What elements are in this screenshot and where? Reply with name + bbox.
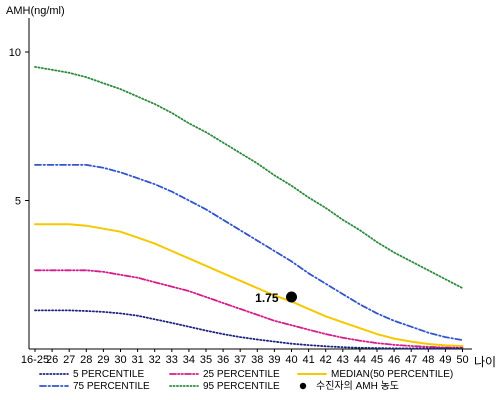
x-tick-label: 43 [337, 354, 349, 366]
y-ticks: 5 10 [9, 47, 29, 208]
x-tick-label: 44 [354, 354, 366, 366]
x-tick-label: 47 [405, 354, 417, 366]
x-tick-label: 48 [422, 354, 434, 366]
x-tick-label: 38 [251, 354, 263, 366]
patient-amh-point [286, 291, 297, 303]
legend-swatch-patient-dot [299, 382, 307, 390]
legend-label: 75 PERCENTILE [73, 381, 150, 392]
series-line-75-percentile [34, 163, 464, 342]
marker-group: 1.75 [255, 291, 297, 305]
x-tick-label: 42 [320, 354, 332, 366]
x-tick-label: 26 [46, 354, 58, 366]
x-tick-label: 46 [388, 354, 400, 366]
x-tick-label: 39 [268, 354, 280, 366]
x-tick-label: 35 [200, 354, 212, 366]
legend-label: 95 PERCENTILE [203, 381, 280, 392]
series-lines [34, 66, 464, 350]
x-tick-label: 28 [80, 354, 92, 366]
x-tick-label: 45 [371, 354, 383, 366]
x-tick-label: 40 [285, 354, 297, 366]
x-tick-label: 16-25 [21, 354, 49, 366]
x-tick-label: 36 [217, 354, 229, 366]
x-tick-label: 41 [302, 354, 314, 366]
x-tick-label: 29 [97, 354, 109, 366]
x-tick-label: 30 [114, 354, 126, 366]
legend-label: 25 PERCENTILE [203, 369, 280, 380]
series-line-95-percentile [34, 66, 464, 290]
patient-amh-value-label: 1.75 [255, 291, 279, 305]
legend-label: MEDIAN(50 PERCENTILE) [331, 369, 453, 380]
x-axis-label: 나이 [474, 355, 496, 369]
x-tick-label: 50 [456, 354, 468, 366]
series-line-5-percentile [34, 309, 464, 350]
x-tick-label: 31 [131, 354, 143, 366]
x-tick-label: 33 [166, 354, 178, 366]
legend-label: 5 PERCENTILE [73, 369, 144, 380]
y-tick-label: 10 [9, 47, 21, 59]
legend: 5 PERCENTILE 25 PERCENTILE MEDIAN(50 PERCE… [39, 369, 453, 392]
x-tick-label: 37 [234, 354, 246, 366]
series-line-median-50-percentile [34, 223, 464, 347]
x-tick-label: 32 [149, 354, 161, 366]
x-tick-label: 49 [439, 354, 451, 366]
legend-label: 수진자의 AMH 농도 [316, 380, 399, 392]
series-line-25-percentile [34, 269, 464, 349]
x-tick-label: 27 [63, 354, 75, 366]
y-axis-label: AMH(ng/ml) [6, 5, 65, 17]
y-tick-label: 5 [15, 196, 21, 208]
x-tick-label: 34 [183, 354, 195, 366]
